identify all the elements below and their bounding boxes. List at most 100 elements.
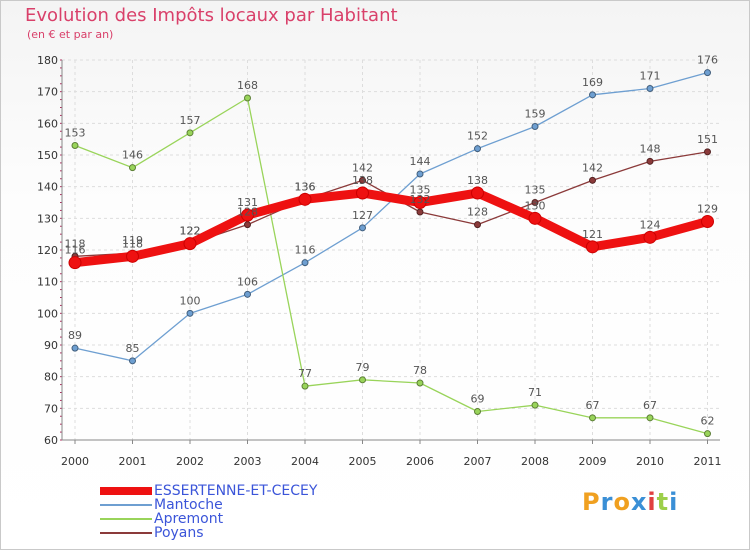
- data-point-mantoche: [244, 290, 251, 298]
- data-point-apremont: [704, 430, 711, 438]
- data-point-poyans: [704, 148, 711, 156]
- data-point-apremont: [186, 129, 194, 137]
- data-point-mantoche: [646, 85, 654, 92]
- logo-letter: i: [669, 488, 679, 516]
- data-point-mantoche: [704, 69, 711, 77]
- data-label-poyans: 136: [295, 180, 316, 193]
- data-point-apremont: [646, 414, 654, 422]
- data-label-apremont: 62: [701, 415, 715, 428]
- data-point-essertenne-et-cecey: [471, 186, 484, 200]
- y-tick-label: 120: [37, 244, 58, 257]
- chart-subtitle: (en € et par an): [27, 28, 114, 41]
- data-label-poyans: 135: [525, 184, 546, 197]
- data-point-poyans: [474, 221, 481, 229]
- y-tick-label: 180: [37, 54, 58, 67]
- data-point-mantoche: [531, 123, 539, 130]
- y-tick-label: 110: [37, 276, 58, 289]
- data-label-apremont: 69: [471, 393, 485, 406]
- axis-layer: 60 70 80 90 100 110 120 130 140 150 160 170 180 2000 2…: [37, 54, 722, 468]
- y-tick-label: 140: [37, 181, 58, 194]
- data-label-poyans: 122: [180, 225, 201, 238]
- data-point-essertenne-et-cecey: [528, 211, 542, 225]
- legend-label: Mantoche: [154, 497, 223, 513]
- data-label-apremont: 168: [237, 79, 258, 92]
- data-point-apremont: [244, 94, 251, 102]
- data-point-apremont: [474, 408, 481, 415]
- legend-label: ESSERTENNE-ET-CECEY: [154, 483, 318, 499]
- logo-letter: x: [630, 488, 648, 516]
- data-label-apremont: 67: [586, 399, 600, 412]
- data-label-essertenne-et-cecey: 131: [237, 196, 258, 209]
- data-point-mantoche: [186, 309, 194, 317]
- data-label-essertenne-et-cecey: 135: [410, 184, 431, 197]
- y-tick-label: 60: [44, 434, 58, 447]
- x-tick-label: 2004: [291, 455, 319, 468]
- data-label-poyans: 119: [122, 234, 143, 247]
- logo-letter: t: [656, 488, 670, 516]
- data-point-mantoche: [301, 259, 309, 267]
- x-tick-label: 2010: [636, 455, 664, 468]
- x-tick-label: 2000: [61, 455, 89, 468]
- x-tick-label: 2009: [579, 455, 607, 468]
- data-label-poyans: 142: [352, 161, 373, 174]
- data-label-poyans: 128: [467, 206, 488, 219]
- x-tick-label: 2005: [349, 455, 377, 468]
- data-point-poyans: [646, 157, 654, 165]
- data-label-apremont: 71: [528, 386, 542, 399]
- data-label-essertenne-et-cecey: 121: [582, 228, 603, 241]
- proxiti-logo: Proxiti: [582, 488, 678, 516]
- legend-label: Apremont: [154, 511, 224, 527]
- grid-layer: [62, 59, 720, 441]
- series-line-essertenne-et-cecey: [70, 188, 712, 268]
- data-label-essertenne-et-cecey: 130: [525, 199, 546, 212]
- data-point-essertenne-et-cecey: [183, 237, 197, 251]
- data-point-poyans: [359, 176, 366, 184]
- data-point-apremont: [589, 414, 596, 422]
- data-label-mantoche: 85: [126, 342, 140, 355]
- data-point-essertenne-et-cecey: [413, 196, 427, 209]
- data-point-poyans: [531, 199, 539, 206]
- data-label-mantoche: 127: [352, 209, 373, 222]
- x-tick-label: 2001: [119, 455, 147, 468]
- logo-letter: P: [582, 488, 601, 516]
- logo-letter: o: [613, 488, 631, 516]
- data-label-essertenne-et-cecey: 122: [180, 225, 201, 238]
- data-point-essertenne-et-cecey: [68, 256, 82, 270]
- x-tick-label: 2008: [521, 455, 549, 468]
- data-point-essertenne-et-cecey: [701, 215, 714, 228]
- data-label-poyans: 132: [410, 193, 431, 206]
- data-point-mantoche: [474, 145, 481, 153]
- logo-letter: r: [600, 488, 614, 516]
- legend-label: Poyans: [154, 525, 204, 541]
- legend-swatch: [100, 487, 152, 495]
- x-tick-label: 2006: [406, 455, 434, 468]
- data-point-apremont: [531, 401, 539, 409]
- data-point-apremont: [301, 382, 309, 390]
- data-label-mantoche: 171: [640, 70, 661, 83]
- data-point-essertenne-et-cecey: [241, 208, 254, 222]
- data-label-mantoche: 169: [582, 76, 603, 89]
- y-tick-label: 170: [37, 86, 58, 99]
- data-label-poyans: 148: [640, 142, 661, 155]
- data-point-essertenne-et-cecey: [643, 230, 657, 244]
- data-point-poyans: [589, 176, 596, 184]
- data-label-apremont: 78: [413, 364, 427, 377]
- series-line-apremont: [74, 97, 709, 435]
- data-label-poyans: 151: [697, 133, 718, 146]
- series-layer: [68, 69, 714, 438]
- y-tick-label: 160: [37, 117, 58, 130]
- data-label-apremont: 67: [643, 399, 657, 412]
- data-label-mantoche: 89: [68, 329, 82, 342]
- data-label-essertenne-et-cecey: 138: [467, 174, 488, 187]
- y-tick-label: 70: [44, 402, 58, 415]
- data-point-mantoche: [359, 224, 366, 232]
- y-tick-label: 150: [37, 149, 58, 162]
- data-label-mantoche: 144: [410, 155, 431, 168]
- data-point-essertenne-et-cecey: [356, 186, 369, 200]
- data-point-essertenne-et-cecey: [586, 240, 599, 254]
- data-point-mantoche: [71, 344, 79, 352]
- data-label-essertenne-et-cecey: 124: [640, 218, 661, 231]
- x-tick-label: 2003: [234, 455, 262, 468]
- data-point-apremont: [359, 376, 366, 384]
